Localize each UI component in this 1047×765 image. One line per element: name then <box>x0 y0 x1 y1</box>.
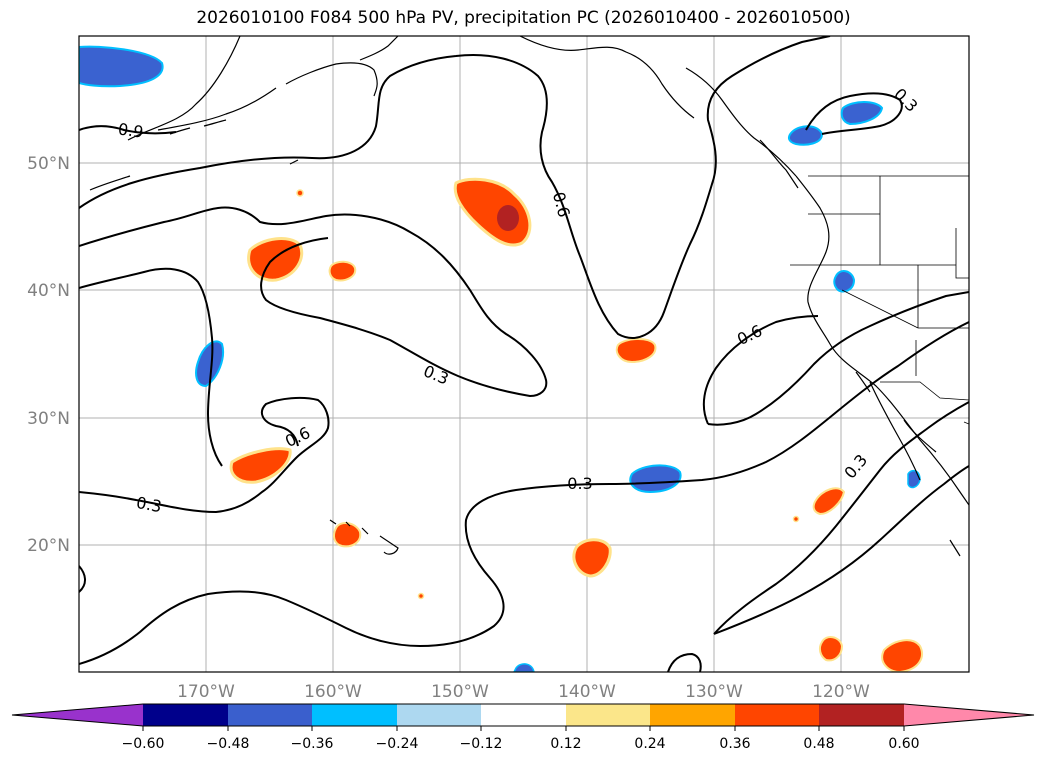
colorbar: −0.60 −0.48 −0.36 −0.24 −0.12 0.12 0.24 … <box>11 703 1035 752</box>
latitude-labels: 50°N 40°N 30°N 20°N <box>27 154 70 556</box>
lat-label-30n: 30°N <box>27 409 70 429</box>
lon-label-170w: 170°W <box>177 682 235 702</box>
precip-blob <box>513 663 535 672</box>
precip-blob <box>572 538 612 578</box>
lat-label-40n: 40°N <box>27 281 70 301</box>
colorbar-tick-label: −0.24 <box>376 736 419 752</box>
lon-label-160w: 160°W <box>304 682 362 702</box>
precip-negative-areas <box>79 45 921 672</box>
pv-contour-edge <box>79 565 86 593</box>
precip-blob <box>907 469 921 489</box>
pv-contour-0.6-east-loop <box>707 291 969 426</box>
coastlines <box>89 36 969 557</box>
longitude-labels: 170°W 160°W 150°W 140°W 130°W 120°W <box>177 682 870 702</box>
pv-contour-0.3-central <box>79 321 969 665</box>
precip-blob <box>79 45 164 88</box>
lon-label-120w: 120°W <box>812 682 870 702</box>
lat-label-50n: 50°N <box>27 154 70 174</box>
pv-contour-0.6-east <box>702 315 819 425</box>
precip-blob <box>881 639 923 672</box>
precip-blob <box>333 522 362 548</box>
pv-contour-0.3-south <box>79 396 330 514</box>
pv-contour-0.3-west <box>79 267 223 467</box>
precip-blob <box>195 340 224 388</box>
political-borders <box>790 175 969 425</box>
precip-core <box>497 205 519 231</box>
precip-blob <box>629 464 682 494</box>
precip-dot <box>417 592 425 600</box>
precip-blob <box>840 101 884 126</box>
precip-blob <box>812 487 846 516</box>
colorbar-bin <box>819 704 904 726</box>
lat-label-20n: 20°N <box>27 536 70 556</box>
precip-blob <box>615 338 657 364</box>
map-area[interactable] <box>79 36 969 672</box>
contour-label: 0.3 <box>135 493 163 516</box>
colorbar-bin <box>735 704 819 726</box>
coastline-alaska <box>127 36 797 177</box>
precip-blob <box>328 260 357 282</box>
colorbar-bin <box>228 704 312 726</box>
colorbar-under <box>12 704 143 726</box>
colorbar-tick-label: −0.36 <box>291 736 334 752</box>
colorbar-tick-label: 0.24 <box>634 736 665 752</box>
coastline-baja-detail <box>855 371 871 393</box>
pv-contour-0.6-mid <box>79 206 548 398</box>
lon-label-130w: 130°W <box>685 682 743 702</box>
pv-contour-0.3-southeast <box>713 401 969 635</box>
coastline-canada-us <box>795 175 969 506</box>
colorbar-tick-label: 0.12 <box>550 736 581 752</box>
colorbar-bin <box>481 704 566 726</box>
coastline-mexico-south <box>949 539 961 557</box>
colorbar-tick-label: 0.60 <box>888 736 919 752</box>
colorbar-bin <box>650 704 735 726</box>
colorbar-bin <box>397 704 481 726</box>
pv-contour-0.3-southeast-b <box>713 465 969 635</box>
colorbar-tick-label: −0.60 <box>122 736 165 752</box>
map-title: 2026010100 F084 500 hPa PV, precipitatio… <box>196 8 851 28</box>
pv-contour-0.3-ne <box>805 92 903 135</box>
contour-label: 0.9 <box>117 119 145 141</box>
colorbar-over <box>904 704 1034 726</box>
colorbar-tick-label: 0.48 <box>803 736 834 752</box>
map-border <box>78 35 970 673</box>
lon-label-140w: 140°W <box>558 682 616 702</box>
precip-dot <box>792 515 800 523</box>
colorbar-bin <box>566 704 650 726</box>
colorbar-tick-label: 0.36 <box>719 736 750 752</box>
aleutian-islands <box>89 119 299 191</box>
colorbar-bin <box>312 704 397 726</box>
vancouver-island <box>759 139 799 189</box>
pv-contours <box>79 36 969 672</box>
pv-contour-0.3-bottom <box>667 652 702 672</box>
precip-blob <box>229 447 292 484</box>
precip-blob <box>833 270 856 293</box>
contour-label: 0.3 <box>567 474 592 493</box>
lon-label-150w: 150°W <box>431 682 489 702</box>
colorbar-tick-label: −0.48 <box>207 736 250 752</box>
precip-positive-areas <box>229 177 923 672</box>
border-states <box>790 176 969 425</box>
coastline-baja <box>869 381 937 481</box>
precip-dot <box>296 189 304 197</box>
pv-contour-0.6-north <box>79 36 831 339</box>
precip-blob <box>818 636 844 662</box>
colorbar-tick-label: −0.12 <box>460 736 503 752</box>
pv-contour-0.9 <box>79 125 177 135</box>
hawaii-islands <box>329 519 399 555</box>
colorbar-bin <box>143 704 228 726</box>
